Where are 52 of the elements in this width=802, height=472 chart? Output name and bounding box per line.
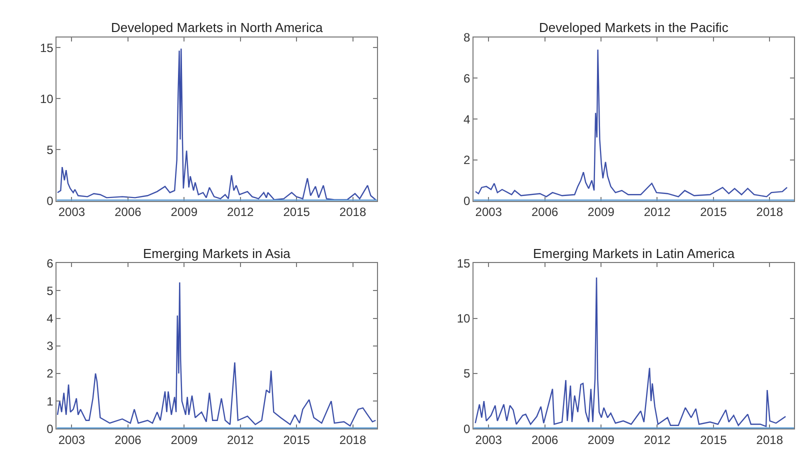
chart-title: Developed Markets in North America — [111, 20, 324, 35]
x-tick-label: 2009 — [170, 433, 198, 448]
x-tick-label: 2012 — [227, 433, 254, 448]
x-tick-label: 2003 — [58, 205, 86, 220]
x-tick-label: 2003 — [475, 205, 502, 220]
x-tick-label: 2003 — [475, 433, 502, 448]
y-tick-label: 0 — [46, 422, 54, 436]
x-tick-label: 2015 — [700, 433, 728, 448]
x-tick-label: 2006 — [114, 205, 142, 220]
y-tick-label: 0 — [464, 194, 471, 208]
x-tick-label: 2012 — [227, 205, 254, 220]
y-tick-label: 8 — [464, 30, 471, 45]
y-tick-label: 5 — [46, 142, 54, 157]
x-tick-label: 2018 — [756, 433, 784, 448]
y-tick-label: 0 — [464, 422, 471, 436]
x-tick-label: 2015 — [700, 205, 728, 220]
y-tick-label: 15 — [40, 40, 54, 55]
y-tick-label: 5 — [464, 366, 471, 381]
x-tick-label: 2012 — [644, 205, 671, 220]
y-tick-label: 6 — [464, 71, 471, 86]
x-tick-label: 2009 — [588, 433, 615, 448]
line-series — [56, 48, 376, 200]
x-tick-label: 2003 — [58, 433, 86, 448]
y-tick-label: 4 — [464, 112, 471, 126]
x-tick-label: 2018 — [339, 205, 366, 220]
x-tick-label: 2015 — [283, 205, 310, 220]
y-tick-label: 6 — [46, 256, 54, 270]
line-series — [474, 49, 788, 198]
x-tick-label: 2006 — [531, 433, 558, 448]
chart-title: Developed Markets in the Pacific — [539, 20, 729, 35]
x-tick-label: 2009 — [170, 205, 198, 220]
y-tick-label: 10 — [40, 92, 54, 106]
y-tick-label: 0 — [46, 194, 54, 208]
chart-title: Emerging Markets in Asia — [143, 246, 292, 261]
x-tick-label: 2006 — [531, 205, 558, 220]
x-tick-label: 2015 — [283, 433, 310, 448]
x-tick-label: 2006 — [114, 433, 142, 448]
y-tick-label: 1 — [46, 394, 54, 408]
line-series — [56, 282, 376, 426]
y-tick-label: 2 — [464, 153, 471, 168]
y-tick-label: 3 — [46, 339, 54, 354]
x-tick-label: 2009 — [588, 205, 615, 220]
x-tick-label: 2012 — [644, 433, 671, 448]
y-tick-label: 4 — [46, 311, 54, 326]
y-tick-label: 2 — [46, 366, 54, 381]
line-series — [474, 276, 786, 428]
x-tick-label: 2018 — [339, 433, 366, 448]
y-tick-label: 15 — [456, 256, 471, 270]
x-tick-label: 2018 — [756, 205, 784, 220]
y-tick-label: 5 — [46, 284, 54, 298]
y-tick-label: 10 — [456, 311, 471, 326]
chart-title: Emerging Markets in Latin America — [533, 246, 736, 261]
